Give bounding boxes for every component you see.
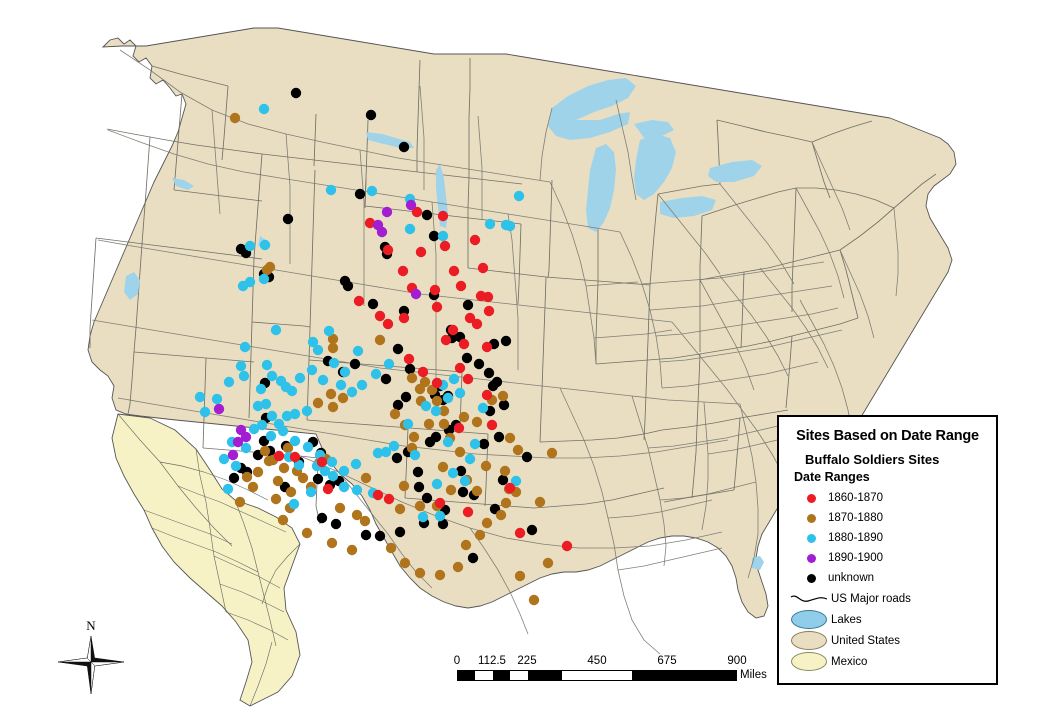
- lake-superior: [548, 78, 636, 140]
- legend-label-1880-1890: 1880-1890: [828, 532, 883, 544]
- legend-label-lakes: Lakes: [831, 613, 862, 626]
- us-major-roads-layer: [91, 49, 899, 655]
- purple-dot-icon: [794, 553, 828, 563]
- scale-tick-675: 675: [657, 655, 677, 667]
- legend-label-mexico: Mexico: [831, 655, 868, 668]
- great-salt-lake: [124, 272, 140, 300]
- scale-bar-unit-label: Miles: [740, 669, 767, 681]
- lake-okeechobee: [752, 556, 764, 570]
- legend-item-mexico[interactable]: Mexico: [787, 651, 996, 672]
- legend-label-united-states: United States: [831, 634, 901, 647]
- legend-group-label: Date Ranges: [794, 470, 870, 484]
- scale-bar-graphic: [457, 670, 737, 681]
- legend-item-1870-1880[interactable]: 1870-1880: [794, 508, 996, 528]
- sites-1880-1890: [194, 103, 525, 523]
- scale-tick-0: 0: [453, 655, 461, 667]
- scale-tick-450: 450: [587, 655, 607, 667]
- legend-item-united-states[interactable]: United States: [787, 630, 996, 651]
- lake-michigan: [586, 144, 616, 232]
- scale-bar-ticks: 0 112.5 225 450 675 900: [453, 655, 747, 670]
- lake-huron-bay: [634, 120, 674, 138]
- lake-erie: [660, 196, 716, 218]
- legend-item-1880-1890[interactable]: 1880-1890: [794, 528, 996, 548]
- legend-label-1890-1900: 1890-1900: [828, 552, 883, 564]
- sites-1870-1880: [229, 112, 558, 606]
- brown-dot-icon: [794, 513, 828, 523]
- legend-item-unknown[interactable]: unknown: [794, 568, 996, 588]
- misc-lake-a: [172, 178, 194, 190]
- legend-title: Sites Based on Date Range: [796, 428, 979, 444]
- scale-tick-900: 900: [727, 655, 747, 667]
- lake-ontario: [708, 160, 762, 182]
- legend-label-1860-1870: 1860-1870: [828, 492, 883, 504]
- sites-1890-1900: [213, 199, 422, 461]
- cyan-dot-icon: [794, 533, 828, 543]
- wavy-line-icon: [787, 592, 831, 606]
- site-dots-layer: [194, 87, 573, 606]
- legend-label-unknown: unknown: [828, 572, 875, 584]
- lake-huron: [634, 134, 676, 200]
- compass-rose-icon: [57, 635, 125, 695]
- ellipse-swatch-icon-lakes: [787, 610, 831, 629]
- red-dot-icon: [794, 493, 828, 503]
- ellipse-swatch-icon-mexico: [787, 652, 831, 671]
- legend-item-1890-1900[interactable]: 1890-1900: [794, 548, 996, 568]
- legend-subtitle: Buffalo Soldiers Sites: [805, 452, 940, 467]
- compass-rose: N: [52, 618, 130, 702]
- mexico-layer: [111, 413, 301, 707]
- legend-label-roads: US Major roads: [831, 592, 911, 605]
- lakes-layer: [124, 78, 764, 570]
- scale-tick-1125: 112.5: [478, 655, 506, 667]
- compass-north-label: N: [86, 618, 96, 633]
- map-legend: Sites Based on Date Range Buffalo Soldie…: [777, 415, 998, 685]
- legend-item-1860-1870[interactable]: 1860-1870: [794, 488, 996, 508]
- legend-item-roads[interactable]: US Major roads: [787, 588, 996, 609]
- sites-1860-1870: [273, 206, 573, 552]
- scale-bar: 0 112.5 225 450 675 900 Miles: [453, 655, 767, 681]
- legend-label-1870-1880: 1870-1880: [828, 512, 883, 524]
- mexico-state-borders: [117, 413, 301, 707]
- scale-tick-225: 225: [517, 655, 537, 667]
- black-dot-icon: [794, 573, 828, 583]
- ellipse-swatch-icon-us: [787, 631, 831, 650]
- legend-item-lakes[interactable]: Lakes: [787, 609, 996, 630]
